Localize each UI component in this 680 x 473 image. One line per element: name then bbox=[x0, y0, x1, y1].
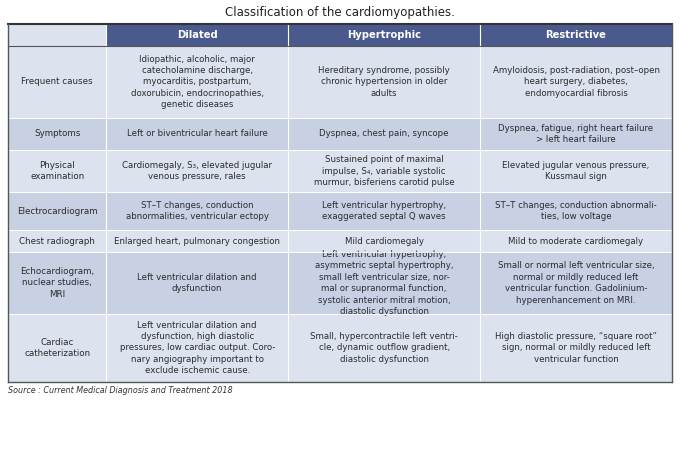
Text: Sustained point of maximal
impulse, S₄, variable systolic
murmur, bisferiens car: Sustained point of maximal impulse, S₄, … bbox=[314, 155, 454, 187]
Text: ST–T changes, conduction
abnormalities, ventricular ectopy: ST–T changes, conduction abnormalities, … bbox=[126, 201, 269, 221]
Text: High diastolic pressure, “square root”
sign, normal or mildly reduced left
ventr: High diastolic pressure, “square root” s… bbox=[495, 332, 657, 364]
Text: Electrocardiogram: Electrocardiogram bbox=[17, 207, 97, 216]
Text: Left ventricular dilation and
dysfunction: Left ventricular dilation and dysfunctio… bbox=[137, 273, 257, 293]
Text: Chest radiograph: Chest radiograph bbox=[19, 236, 95, 245]
Text: ST–T changes, conduction abnormali-
ties, low voltage: ST–T changes, conduction abnormali- ties… bbox=[495, 201, 657, 221]
Text: Cardiomegaly, S₃, elevated jugular
venous pressure, rales: Cardiomegaly, S₃, elevated jugular venou… bbox=[122, 161, 272, 181]
Bar bbox=[288, 46, 480, 118]
Bar bbox=[288, 192, 480, 230]
Text: Small, hypercontractile left ventri-
cle, dynamic outflow gradient,
diastolic dy: Small, hypercontractile left ventri- cle… bbox=[310, 332, 458, 364]
Text: Classification of the cardiomyopathies.: Classification of the cardiomyopathies. bbox=[225, 6, 455, 19]
Bar bbox=[106, 192, 288, 230]
Bar bbox=[480, 118, 672, 150]
Text: Dyspnea, chest pain, syncope: Dyspnea, chest pain, syncope bbox=[320, 130, 449, 139]
Text: Mild cardiomegaly: Mild cardiomegaly bbox=[345, 236, 424, 245]
Text: Echocardiogram,
nuclear studies,
MRI: Echocardiogram, nuclear studies, MRI bbox=[20, 267, 95, 299]
Text: Left or biventricular heart failure: Left or biventricular heart failure bbox=[126, 130, 268, 139]
Bar bbox=[288, 314, 480, 382]
Bar bbox=[106, 150, 288, 192]
Text: Elevated jugular venous pressure,
Kussmaul sign: Elevated jugular venous pressure, Kussma… bbox=[503, 161, 649, 181]
Text: Left ventricular dilation and
dysfunction, high diastolic
pressures, low cardiac: Left ventricular dilation and dysfunctio… bbox=[120, 321, 275, 376]
Bar bbox=[8, 230, 106, 252]
Text: Cardiac
catheterization: Cardiac catheterization bbox=[24, 338, 90, 358]
Bar bbox=[8, 118, 106, 150]
Bar bbox=[8, 192, 106, 230]
Bar bbox=[8, 314, 106, 382]
Text: Source : Current Medical Diagnosis and Treatment 2018: Source : Current Medical Diagnosis and T… bbox=[8, 386, 233, 395]
Bar bbox=[106, 118, 288, 150]
Bar bbox=[480, 252, 672, 314]
Bar bbox=[480, 230, 672, 252]
Text: Left ventricular hypertrophy,
exaggerated septal Q waves: Left ventricular hypertrophy, exaggerate… bbox=[322, 201, 446, 221]
Bar bbox=[106, 46, 288, 118]
Text: Small or normal left ventricular size,
normal or mildly reduced left
ventricular: Small or normal left ventricular size, n… bbox=[498, 261, 654, 305]
Bar bbox=[288, 24, 480, 46]
Bar bbox=[8, 46, 106, 118]
Bar bbox=[480, 150, 672, 192]
Text: Idiopathic, alcoholic, major
catecholamine discharge,
myocarditis, postpartum,
d: Idiopathic, alcoholic, major catecholami… bbox=[131, 54, 264, 109]
Bar bbox=[288, 230, 480, 252]
Text: Hypertrophic: Hypertrophic bbox=[347, 30, 421, 40]
Text: Left ventricular hypertrophy,
asymmetric septal hypertrophy,
small left ventricu: Left ventricular hypertrophy, asymmetric… bbox=[315, 250, 454, 316]
Bar bbox=[480, 24, 672, 46]
Bar bbox=[8, 252, 106, 314]
Bar bbox=[106, 252, 288, 314]
Bar bbox=[288, 118, 480, 150]
Bar bbox=[480, 192, 672, 230]
Bar bbox=[106, 230, 288, 252]
Text: Symptoms: Symptoms bbox=[34, 130, 80, 139]
Bar bbox=[106, 314, 288, 382]
Bar bbox=[8, 24, 106, 46]
Text: Dilated: Dilated bbox=[177, 30, 218, 40]
Bar bbox=[480, 314, 672, 382]
Bar bbox=[480, 46, 672, 118]
Text: Mild to moderate cardiomegaly: Mild to moderate cardiomegaly bbox=[509, 236, 643, 245]
Text: Frequent causes: Frequent causes bbox=[21, 78, 93, 87]
Text: Physical
examination: Physical examination bbox=[30, 161, 84, 181]
Text: Restrictive: Restrictive bbox=[545, 30, 607, 40]
Bar bbox=[288, 252, 480, 314]
Bar bbox=[8, 150, 106, 192]
Text: Amyloidosis, post-radiation, post–open
heart surgery, diabetes,
endomyocardial f: Amyloidosis, post-radiation, post–open h… bbox=[492, 66, 660, 98]
Text: Enlarged heart, pulmonary congestion: Enlarged heart, pulmonary congestion bbox=[114, 236, 280, 245]
Text: Hereditary syndrome, possibly
chronic hypertension in older
adults: Hereditary syndrome, possibly chronic hy… bbox=[318, 66, 450, 98]
Bar bbox=[106, 24, 288, 46]
Bar bbox=[288, 150, 480, 192]
Text: Dyspnea, fatigue, right heart failure
> left heart failure: Dyspnea, fatigue, right heart failure > … bbox=[498, 124, 653, 144]
